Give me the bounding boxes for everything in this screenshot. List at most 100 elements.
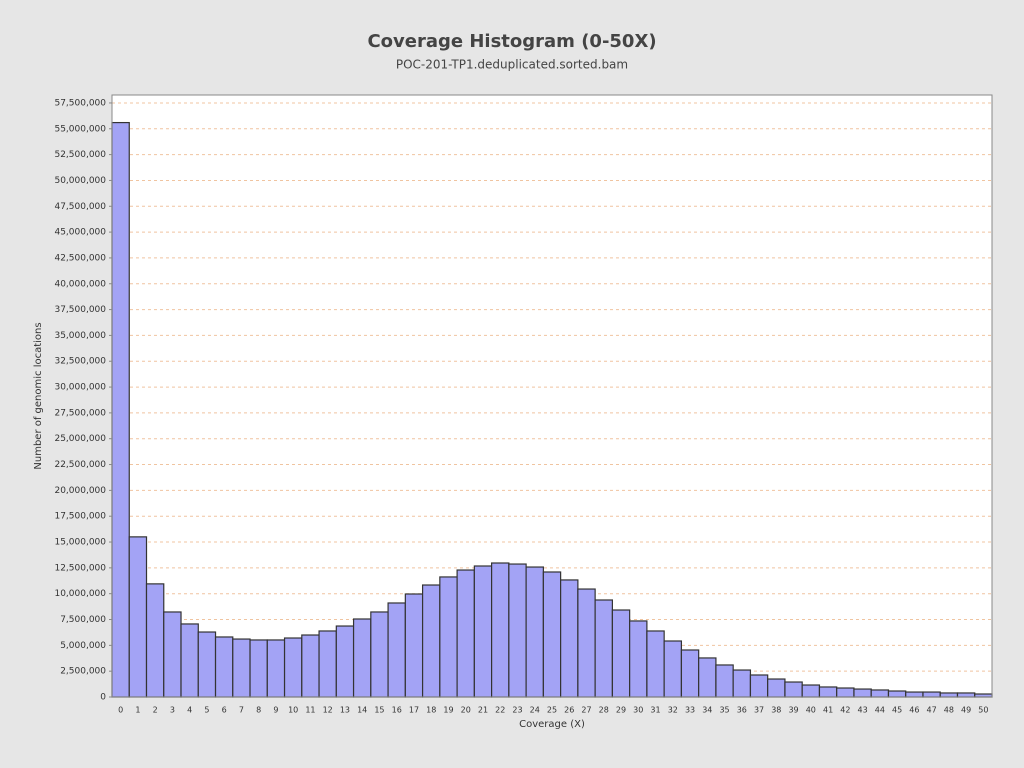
x-tick-label: 44 [875, 706, 885, 715]
x-tick-label: 22 [495, 706, 505, 715]
x-tick-label: 18 [426, 706, 436, 715]
bar [922, 691, 941, 698]
x-tick-label: 40 [806, 706, 816, 715]
x-tick-label: 25 [547, 706, 557, 715]
bar [853, 688, 872, 698]
bar [197, 631, 217, 698]
bar [370, 611, 389, 698]
y-tick-label: 27,500,000 [54, 408, 106, 418]
bar [732, 669, 752, 698]
bar [784, 681, 803, 698]
grid [112, 102, 992, 698]
bar [145, 583, 165, 698]
x-tick-label: 35 [719, 706, 729, 715]
x-tick-label: 32 [668, 706, 678, 715]
bar [887, 690, 907, 698]
y-tick-label: 52,500,000 [54, 150, 106, 160]
bar [180, 623, 199, 698]
x-tick-label: 16 [392, 706, 402, 715]
bar [525, 566, 544, 698]
chart-title: Coverage Histogram (0-50X) [367, 31, 656, 52]
y-tick-label: 22,500,000 [54, 460, 106, 470]
y-tick-label: 2,500,000 [60, 667, 106, 677]
x-tick-label: 48 [944, 706, 954, 715]
bar [404, 593, 424, 698]
y-tick-label: 7,500,000 [60, 615, 106, 625]
x-tick-label: 19 [443, 706, 453, 715]
bar [560, 579, 579, 698]
bar [473, 565, 493, 698]
y-axis-label: Number of genomic locations [33, 322, 44, 469]
x-tick-label: 24 [530, 706, 540, 715]
x-tick-label: 43 [857, 706, 867, 715]
x-tick-label: 31 [650, 706, 660, 715]
x-tick-label: 28 [599, 706, 609, 715]
y-tick-label: 45,000,000 [54, 228, 106, 238]
x-tick-label: 33 [685, 706, 695, 715]
x-tick-label: 29 [616, 706, 626, 715]
bar [249, 639, 268, 698]
x-tick-label: 39 [788, 706, 798, 715]
bar [301, 634, 320, 698]
y-tick-label: 20,000,000 [54, 486, 106, 496]
bar [214, 636, 234, 698]
x-tick-label: 9 [273, 706, 278, 715]
y-tick-label: 47,500,000 [54, 202, 106, 212]
x-tick-label: 5 [204, 706, 209, 715]
x-tick-label: 49 [961, 706, 971, 715]
x-tick-label: 0 [118, 706, 123, 715]
bar [646, 630, 665, 698]
y-tick-label: 40,000,000 [54, 279, 106, 289]
bar [111, 121, 130, 698]
y-tick-label: 42,500,000 [54, 253, 106, 263]
y-tick-label: 55,000,000 [54, 124, 106, 134]
x-tick-label: 20 [461, 706, 471, 715]
bar [283, 637, 303, 698]
bar [698, 657, 717, 698]
x-tick-label: 6 [222, 706, 227, 715]
y-tick-label: 12,500,000 [54, 563, 106, 573]
bar [801, 684, 821, 698]
x-tick-label: 46 [909, 706, 919, 715]
x-tick-label: 12 [323, 706, 333, 715]
y-tick-label: 10,000,000 [54, 589, 106, 599]
bar [680, 649, 700, 698]
x-tick-label: 3 [170, 706, 175, 715]
bar [749, 674, 769, 698]
bar [232, 638, 251, 698]
bar [870, 689, 890, 698]
bar [767, 678, 786, 698]
x-tick-label: 8 [256, 706, 261, 715]
bar [818, 686, 838, 698]
bar [629, 620, 648, 698]
y-tick-label: 50,000,000 [54, 176, 106, 186]
bar [542, 571, 562, 698]
bar [335, 625, 355, 698]
y-tick-label: 15,000,000 [54, 538, 106, 548]
bar [905, 691, 924, 698]
x-tick-label: 30 [633, 706, 643, 715]
x-tick-label: 34 [702, 706, 712, 715]
x-tick-label: 26 [564, 706, 574, 715]
x-tick-label: 15 [374, 706, 384, 715]
x-tick-label: 14 [357, 706, 367, 715]
y-tick-label: 30,000,000 [54, 383, 106, 393]
x-tick-label: 17 [409, 706, 419, 715]
bar [715, 664, 734, 698]
bar [611, 609, 631, 698]
plot-border [111, 94, 993, 698]
bar [577, 588, 596, 698]
x-tick-label: 50 [978, 706, 988, 715]
bar [956, 692, 976, 698]
x-tick-label: 37 [754, 706, 764, 715]
bar [836, 687, 855, 698]
bar [318, 630, 337, 698]
x-tick-label: 45 [892, 706, 902, 715]
x-tick-label: 47 [927, 706, 937, 715]
y-tick-label: 37,500,000 [54, 305, 106, 315]
x-tick-label: 41 [823, 706, 833, 715]
x-tick-label: 23 [512, 706, 522, 715]
x-tick-label: 38 [771, 706, 781, 715]
